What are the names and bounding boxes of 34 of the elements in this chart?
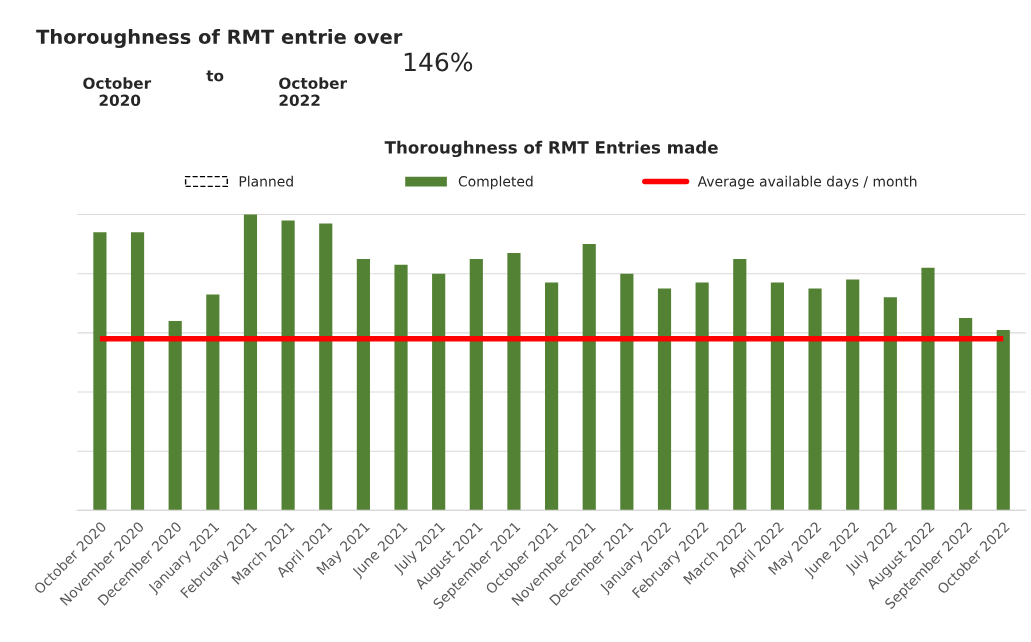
bar <box>657 288 672 511</box>
bar <box>808 288 822 511</box>
text: October 2020 <box>83 77 152 107</box>
text: to <box>206 70 224 82</box>
bar <box>507 252 521 511</box>
bar <box>356 258 370 511</box>
bar <box>545 282 559 511</box>
bar <box>319 223 333 511</box>
bar <box>620 273 634 511</box>
bar <box>733 258 747 511</box>
bar <box>695 282 709 511</box>
bar <box>846 279 860 511</box>
text: Thoroughness of RMT entrie over <box>36 29 403 49</box>
legend-label: Average available days / month <box>697 175 917 190</box>
legend-label: Completed <box>458 175 533 190</box>
bar <box>130 232 145 511</box>
bar <box>243 214 258 511</box>
bar <box>582 244 596 511</box>
bar <box>93 232 107 511</box>
bar <box>394 264 408 511</box>
legend-label: Planned <box>239 175 293 187</box>
bar <box>168 321 182 511</box>
text: October 2022 <box>279 77 347 107</box>
chart-title: Thoroughness of RMT Entries made <box>384 140 718 158</box>
bar <box>206 294 220 511</box>
bar <box>921 267 935 511</box>
bar <box>883 297 897 511</box>
bar <box>996 329 1010 511</box>
text: 146% <box>404 52 473 72</box>
bar <box>959 318 973 511</box>
bar <box>469 258 483 511</box>
bar <box>281 220 295 511</box>
bar <box>770 282 785 511</box>
bar <box>432 273 446 511</box>
